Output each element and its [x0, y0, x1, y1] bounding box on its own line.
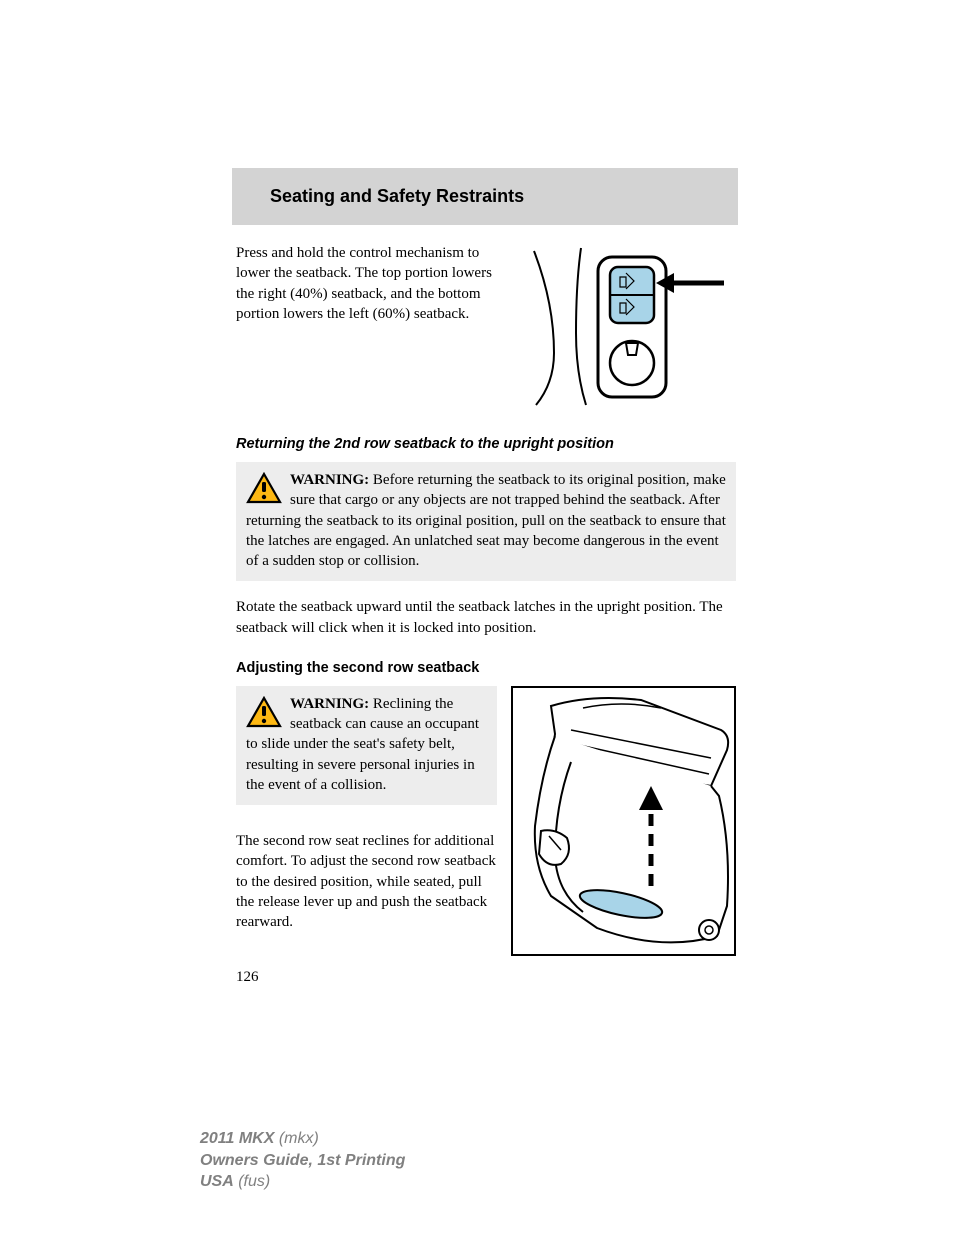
- control-switch-diagram: [526, 243, 726, 408]
- footer: 2011 MKX (mkx) Owners Guide, 1st Printin…: [200, 1128, 405, 1193]
- seat-lever-diagram: [511, 686, 736, 956]
- control-mechanism-paragraph: Press and hold the control mechanism to …: [236, 243, 498, 324]
- section-title: Seating and Safety Restraints: [270, 186, 738, 207]
- warning-box-returning: WARNING: Before returning the seatback t…: [236, 462, 736, 581]
- adjusting-seatback-heading: Adjusting the second row seatback: [236, 660, 736, 676]
- adjusting-block: WARNING: Reclining the seatback can caus…: [236, 686, 736, 961]
- rotate-seatback-paragraph: Rotate the seatback upward until the sea…: [236, 597, 736, 638]
- footer-model: 2011 MKX: [200, 1130, 274, 1147]
- footer-model-code: (mkx): [274, 1130, 318, 1147]
- warning-label: WARNING:: [290, 696, 369, 712]
- warning-icon: [246, 472, 282, 509]
- recline-paragraph: The second row seat reclines for additio…: [236, 831, 497, 932]
- page-number: 126: [236, 969, 736, 986]
- returning-seatback-heading: Returning the 2nd row seatback to the up…: [236, 436, 736, 452]
- footer-line-3: USA (fus): [200, 1171, 405, 1193]
- footer-line-1: 2011 MKX (mkx): [200, 1128, 405, 1150]
- footer-region: USA: [200, 1173, 234, 1190]
- footer-line-2: Owners Guide, 1st Printing: [200, 1150, 405, 1172]
- control-mechanism-block: Press and hold the control mechanism to …: [236, 243, 736, 408]
- warning-icon: [246, 696, 282, 733]
- section-header: Seating and Safety Restraints: [232, 168, 738, 225]
- footer-region-code: (fus): [234, 1173, 270, 1190]
- warning-content: WARNING: Before returning the seatback t…: [246, 472, 726, 569]
- warning-label: WARNING:: [290, 472, 369, 488]
- warning-box-reclining: WARNING: Reclining the seatback can caus…: [236, 686, 497, 805]
